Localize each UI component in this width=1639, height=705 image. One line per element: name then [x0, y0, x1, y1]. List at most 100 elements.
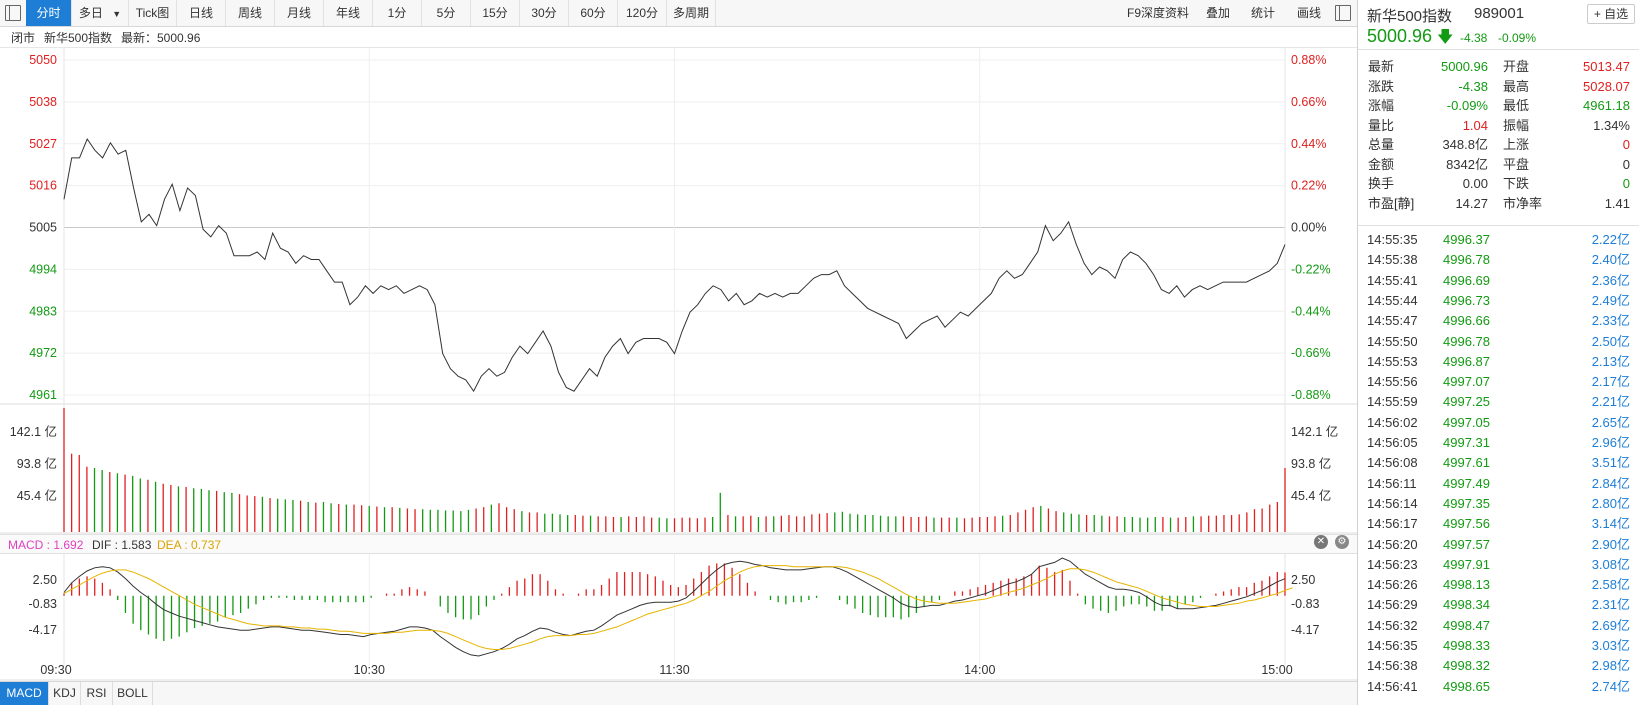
- quote-label: 换手: [1368, 176, 1395, 191]
- tick-price: 4996.78: [1443, 252, 1490, 268]
- overlay-button[interactable]: 叠加: [1205, 6, 1230, 20]
- tick-row: 14:55:50 4996.78 2.50亿: [1358, 332, 1639, 352]
- f9-deep-data-button[interactable]: F9深度资料: [1126, 6, 1189, 20]
- market-status: 闭市: [11, 31, 36, 45]
- tick-volume: 3.14亿: [1591, 516, 1630, 532]
- quote-label: 涨跌: [1368, 78, 1395, 94]
- tick-row: 14:55:59 4997.25 2.21亿: [1358, 392, 1639, 412]
- tick-volume: 2.22亿: [1591, 232, 1630, 247]
- tick-price: 4998.32: [1443, 658, 1490, 674]
- pct-tick-label: 0.88%: [1291, 53, 1326, 67]
- tab-boll[interactable]: BOLL: [113, 682, 153, 705]
- tick-time: 14:56:05: [1367, 435, 1418, 450]
- tick-row: 14:56:35 4998.33 3.03亿: [1358, 636, 1639, 656]
- add-watchlist-button[interactable]: + 自选: [1587, 4, 1635, 24]
- pct-tick-label: 0.66%: [1291, 95, 1326, 109]
- tab-kdj[interactable]: KDJ: [49, 682, 81, 705]
- dif-value: DIF : 1.583: [92, 538, 152, 552]
- tab-yearly[interactable]: 年线: [324, 0, 373, 26]
- quote-label: 总量: [1368, 137, 1395, 152]
- quote-label: 量比: [1368, 117, 1395, 133]
- tick-time: 14:56:35: [1367, 638, 1418, 653]
- quote-value: 4961.18: [1583, 98, 1630, 113]
- tab-weekly[interactable]: 周线: [226, 0, 275, 26]
- tick-volume: 2.98亿: [1591, 658, 1630, 674]
- quote-row: 总量 348.8亿 上涨 0: [1358, 135, 1639, 155]
- tick-time: 14:56:02: [1367, 414, 1418, 430]
- tab-60min[interactable]: 60分: [569, 0, 618, 26]
- tick-row: 14:55:56 4997.07 2.17亿: [1358, 372, 1639, 392]
- axis-labels: 5050 5038 5027 5016 5005 4994 4983 4972 4961 0.88…: [10, 53, 1339, 677]
- quote-label: 下跌: [1503, 176, 1530, 191]
- panel-toggle-icon[interactable]: [1335, 5, 1351, 21]
- latest-label: 最新：: [121, 31, 158, 45]
- tab-monthly[interactable]: 月线: [275, 0, 324, 26]
- down-arrow-icon: 🡇: [1437, 29, 1454, 46]
- quote-label: 市盈[静]: [1368, 195, 1415, 211]
- tab-rsi[interactable]: RSI: [81, 682, 113, 705]
- tab-multi-day-label: 多日: [78, 6, 103, 20]
- quote-value: 1.34%: [1593, 117, 1630, 133]
- tick-time: 14:56:17: [1367, 516, 1418, 532]
- tick-time: 14:55:44: [1367, 292, 1418, 308]
- gear-icon[interactable]: ⚙: [1335, 535, 1349, 549]
- tick-row: 14:56:41 4998.65 2.74亿: [1358, 677, 1639, 697]
- quote-value: -0.09%: [1446, 98, 1488, 113]
- tick-volume: 2.50亿: [1591, 333, 1630, 349]
- pct-tick-label: -0.66%: [1291, 346, 1331, 360]
- quote-label: 涨幅: [1368, 98, 1395, 113]
- sidebar-toggle-icon[interactable]: [5, 5, 21, 21]
- tab-15min[interactable]: 15分: [471, 0, 520, 26]
- tab-intraday[interactable]: 分时: [26, 0, 72, 26]
- tick-row: 14:56:29 4998.34 2.31亿: [1358, 595, 1639, 615]
- pct-tick-label: -0.88%: [1291, 388, 1331, 402]
- quote-value: 0.00: [1462, 176, 1488, 191]
- volume-tick-label: 45.4 亿: [1291, 488, 1331, 503]
- tick-volume: 2.13亿: [1591, 353, 1630, 369]
- tick-row: 14:56:02 4997.05 2.65亿: [1358, 413, 1639, 433]
- tab-daily[interactable]: 日线: [177, 0, 226, 26]
- chevron-down-icon: ▼: [112, 9, 122, 19]
- pct-tick-label: -0.44%: [1291, 304, 1331, 318]
- macd-tick-label: -0.83: [29, 597, 58, 611]
- tab-macd[interactable]: MACD: [0, 682, 49, 705]
- pct-tick-label: 0.00%: [1291, 221, 1326, 235]
- quote-value: -4.38: [1458, 78, 1488, 94]
- dea-line: [63, 565, 1293, 650]
- close-icon[interactable]: ✕: [1314, 535, 1328, 549]
- current-price: 5000.96: [1367, 26, 1433, 46]
- tick-time: 14:55:53: [1367, 353, 1418, 369]
- tab-30min[interactable]: 30分: [520, 0, 569, 26]
- price-line: [63, 137, 1286, 393]
- tick-price: 4998.65: [1443, 678, 1490, 694]
- tick-row: 14:55:35 4996.37 2.22亿: [1358, 230, 1639, 250]
- tick-price: 4997.57: [1443, 536, 1490, 552]
- price-tick-label: 5050: [29, 53, 57, 67]
- tick-price: 4997.31: [1443, 435, 1490, 450]
- tab-1min[interactable]: 1分: [373, 0, 422, 26]
- tick-time: 14:56:38: [1367, 658, 1418, 674]
- price-tick-label: 4994: [29, 262, 57, 276]
- statistics-button[interactable]: 统计: [1250, 6, 1275, 20]
- tick-time: 14:56:23: [1367, 556, 1418, 572]
- quote-value: 348.8亿: [1442, 137, 1488, 152]
- tick-row: 14:55:38 4996.78 2.40亿: [1358, 250, 1639, 270]
- intraday-chart[interactable]: 5050 5038 5027 5016 5005 4994 4983 4972 4961 0.88…: [0, 0, 1357, 705]
- tick-volume: 2.69亿: [1591, 617, 1630, 633]
- tab-multi-day[interactable]: 多日 ▼: [72, 0, 129, 26]
- quote-row: 量比 1.04 振幅 1.34%: [1358, 116, 1639, 136]
- quote-row: 市盈[静] 14.27 市净率 1.41: [1358, 194, 1639, 214]
- tab-5min[interactable]: 5分: [422, 0, 471, 26]
- tab-tick[interactable]: Tick图: [129, 0, 177, 26]
- index-code: 989001: [1474, 5, 1525, 22]
- macd-tick-label: -4.17: [1291, 623, 1320, 637]
- tick-volume: 2.58亿: [1591, 577, 1630, 593]
- quote-label: 振幅: [1503, 117, 1530, 133]
- tab-120min[interactable]: 120分: [618, 0, 667, 26]
- tab-multi-period[interactable]: 多周期: [667, 0, 716, 26]
- tick-price: 4997.49: [1443, 475, 1490, 491]
- indicator-tabs: MACD KDJ RSI BOLL: [0, 681, 1357, 705]
- macd-tick-label: 2.50: [33, 573, 57, 587]
- tick-price: 4996.78: [1443, 333, 1490, 349]
- draw-line-button[interactable]: 画线: [1296, 6, 1321, 20]
